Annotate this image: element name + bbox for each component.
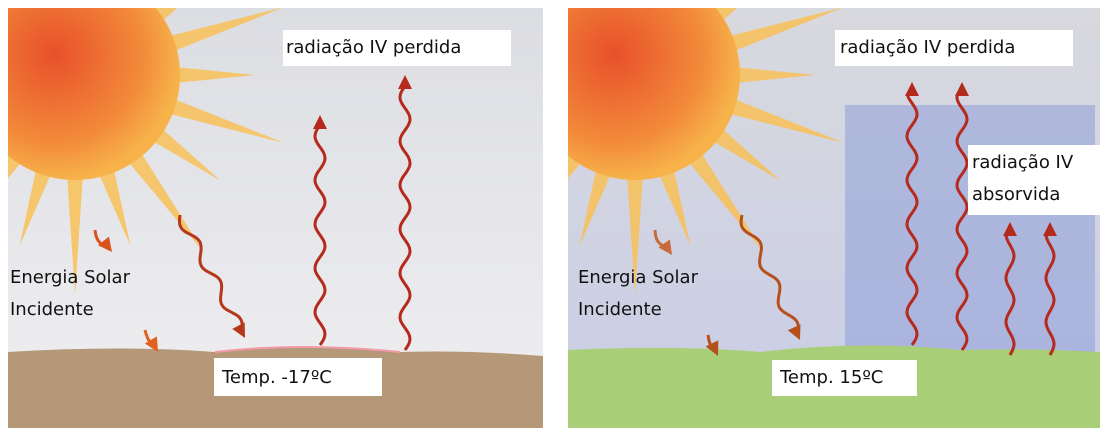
ir-absorbed-label: absorvida: [972, 184, 1060, 205]
solar-label: Energia Solar: [578, 267, 699, 288]
temp-label: Temp. -17ºC: [221, 367, 332, 388]
solar-label: Energia Solar: [10, 267, 131, 288]
solar-label: Incidente: [578, 299, 662, 320]
ir-absorbed-label: radiação IV: [972, 152, 1074, 173]
scene: radiação IV perdida Energia Solar Incide…: [0, 0, 1105, 436]
temp-label: Temp. 15ºC: [779, 367, 883, 388]
solar-label: Incidente: [10, 299, 94, 320]
ir-lost-label: radiação IV perdida: [840, 37, 1015, 58]
ir-lost-label: radiação IV perdida: [286, 37, 461, 58]
